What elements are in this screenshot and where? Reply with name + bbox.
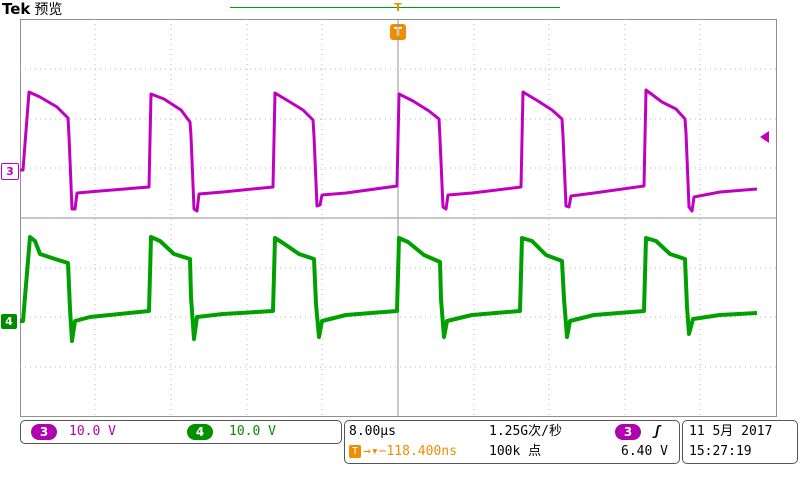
channel-readout-panel: 3 10.0 V 4 10.0 V — [20, 420, 342, 444]
trigger-offset: −118.400ns — [378, 444, 457, 459]
horizontal-scale: 8.00µs — [349, 424, 396, 439]
graticule — [20, 19, 777, 417]
ch3-badge[interactable]: 3 — [31, 424, 57, 440]
timebase-readout-panel: 8.00µs 1.25G次/秒 T →▾−118.400ns 100k 点 3 ʃ… — [344, 420, 680, 464]
ch4-ground-marker[interactable]: 4 — [1, 314, 17, 329]
ch4-scale: 10.0 V — [229, 424, 276, 439]
datetime-panel: 11 5月 2017 15:27:19 — [682, 420, 798, 464]
record-length: 100k 点 — [489, 444, 542, 459]
rising-edge-icon: ʃ — [653, 424, 661, 439]
trigger-level: 6.40 V — [621, 444, 668, 459]
ch4-waveform — [20, 235, 758, 343]
date-label: 11 5月 2017 — [689, 424, 773, 439]
trigger-source-badge[interactable]: 3 — [615, 424, 641, 440]
trigger-position-marker[interactable]: T — [394, 1, 402, 14]
ch3-waveform — [20, 88, 758, 213]
ch3-scale: 10.0 V — [69, 424, 116, 439]
record-view-bar — [230, 7, 560, 8]
trigger-icon: T — [349, 445, 361, 458]
ch4-badge[interactable]: 4 — [187, 424, 213, 440]
time-label: 15:27:19 — [689, 444, 752, 459]
brand-logo: Tek — [2, 0, 31, 18]
ch3-ground-marker[interactable]: 3 — [1, 163, 19, 180]
waveform-display[interactable] — [20, 19, 777, 417]
trigger-level-arrow-icon[interactable] — [760, 131, 769, 143]
offset-arrow-icon: →▾ — [363, 444, 379, 459]
sample-rate: 1.25G次/秒 — [489, 424, 562, 439]
trigger-offset-readout: T →▾−118.400ns — [349, 441, 457, 463]
mode-label: 预览 — [34, 2, 63, 18]
scope-brand: Tek 预览 — [2, 0, 62, 18]
